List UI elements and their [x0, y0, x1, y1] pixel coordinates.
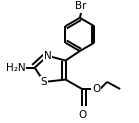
Text: O: O	[78, 110, 86, 120]
Text: Br: Br	[75, 1, 87, 11]
Text: N: N	[44, 51, 52, 61]
Text: O: O	[92, 84, 100, 94]
Text: H₂N: H₂N	[6, 63, 25, 73]
Text: S: S	[41, 77, 48, 87]
